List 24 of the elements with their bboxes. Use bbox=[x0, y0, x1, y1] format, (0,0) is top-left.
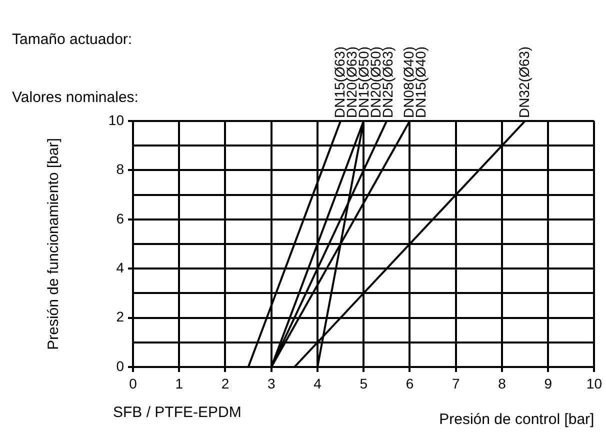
y-tick-label: 4 bbox=[116, 259, 124, 276]
y-tick-label: 2 bbox=[116, 308, 124, 325]
x-tick-label: 7 bbox=[452, 375, 460, 392]
text: Tamaño actuador: bbox=[12, 31, 132, 48]
text: SFB / PTFE-EPDM bbox=[113, 404, 242, 422]
x-tick-label: 9 bbox=[544, 375, 552, 392]
annotation: DN08(Ø40) bbox=[400, 46, 417, 118]
annotation: DN32(Ø63) bbox=[516, 46, 532, 118]
x-tick-label: 5 bbox=[360, 375, 368, 392]
y-tick-label: 6 bbox=[116, 210, 124, 226]
x-tick-label: 3 bbox=[267, 375, 276, 392]
y-tick-label: 0 bbox=[116, 358, 124, 374]
x-tick-label: 0 bbox=[129, 375, 138, 392]
x-tick-label: 10 bbox=[586, 375, 602, 392]
x-tick-label: 6 bbox=[406, 375, 414, 392]
y-tick-label: 8 bbox=[116, 161, 124, 178]
x-tick-label: 8 bbox=[498, 375, 506, 392]
y-tick-label: 10 bbox=[108, 112, 124, 128]
x-tick-label: 2 bbox=[221, 375, 230, 392]
y-axis-title: Presión de funcionamiento [bar] bbox=[45, 138, 62, 350]
text: Valores nominales: bbox=[12, 89, 138, 106]
x-tick-label: 1 bbox=[175, 375, 184, 392]
x-axis-title: Presión de control [bar] bbox=[439, 411, 594, 428]
x-tick-label: 4 bbox=[314, 375, 322, 392]
